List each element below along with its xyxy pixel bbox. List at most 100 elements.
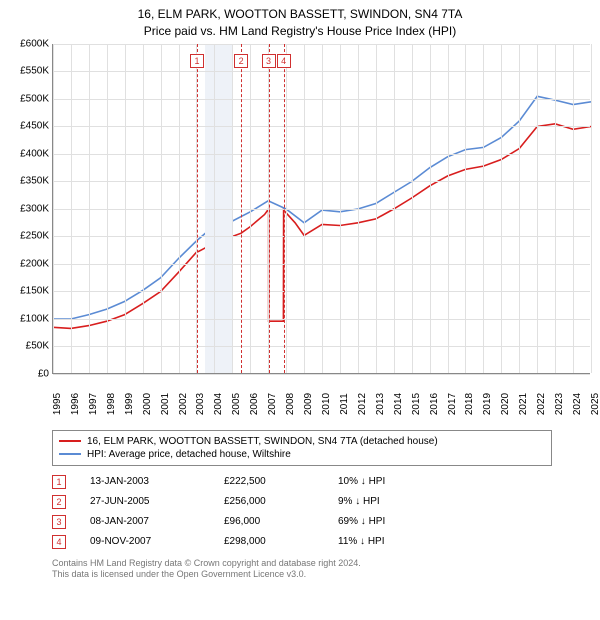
x-tick-label: 2023 [554,392,565,414]
chart-container: 16, ELM PARK, WOOTTON BASSETT, SWINDON, … [0,0,600,620]
sale-price: £222,500 [224,476,314,487]
chart-area: £0£50K£100K£150K£200K£250K£300K£350K£400… [10,44,590,402]
gridline-vertical [214,44,215,373]
sale-marker-box: 4 [277,54,291,68]
gridline-vertical [358,44,359,373]
sale-date: 27-JUN-2005 [90,496,200,507]
sale-price: £96,000 [224,516,314,527]
gridline-vertical [448,44,449,373]
gridline-vertical [483,44,484,373]
sale-diff: 9% ↓ HPI [338,496,448,507]
y-tick-label: £150K [20,286,49,297]
sale-date: 08-JAN-2007 [90,516,200,527]
x-tick-label: 2001 [160,392,171,414]
gridline-vertical [71,44,72,373]
x-tick-label: 1997 [88,392,99,414]
sale-index: 2 [52,495,66,509]
gridline-vertical [53,44,54,373]
gridline-vertical [107,44,108,373]
gridline-vertical [430,44,431,373]
sales-table: 113-JAN-2003£222,50010% ↓ HPI227-JUN-200… [52,472,552,552]
x-tick-label: 2019 [482,392,493,414]
sale-row: 3 08-JAN-2007 £96,000 69% ↓ HPI [52,512,552,532]
legend-label: HPI: Average price, detached house, Wilt… [87,449,291,460]
x-tick-label: 1995 [52,392,63,414]
x-tick-label: 2000 [142,392,153,414]
sale-row: 113-JAN-2003£222,50010% ↓ HPI [52,472,552,492]
gridline-vertical [573,44,574,373]
sale-diff: 69% ↓ HPI [338,516,448,527]
x-tick-label: 2020 [500,392,511,414]
x-tick-label: 2009 [303,392,314,414]
sale-marker-line [284,44,285,373]
x-tick-label: 2018 [464,392,475,414]
x-tick-label: 2016 [429,392,440,414]
x-tick-label: 2007 [267,392,278,414]
x-tick-label: 2011 [339,393,350,415]
x-tick-label: 2021 [518,392,529,414]
gridline-vertical [232,44,233,373]
x-tick-label: 2025 [590,392,600,414]
x-tick-label: 2015 [411,392,422,414]
x-tick-label: 1996 [70,392,81,414]
sale-marker-line [197,44,198,373]
x-tick-label: 1999 [124,392,135,414]
sale-marker-line [241,44,242,373]
gridline-vertical [340,44,341,373]
sale-index: 4 [52,535,66,549]
legend: 16, ELM PARK, WOOTTON BASSETT, SWINDON, … [52,430,552,466]
sale-diff: 10% ↓ HPI [338,476,448,487]
title-block: 16, ELM PARK, WOOTTON BASSETT, SWINDON, … [0,0,600,40]
x-tick-label: 2012 [357,392,368,414]
x-tick-label: 2003 [195,392,206,414]
sale-index: 3 [52,515,66,529]
y-tick-label: £550K [20,66,49,77]
y-tick-label: £50K [26,341,49,352]
sale-marker-line [269,44,270,373]
sale-price: £298,000 [224,536,314,547]
legend-item: 16, ELM PARK, WOOTTON BASSETT, SWINDON, … [59,435,545,448]
y-tick-label: £100K [20,313,49,324]
gridline-vertical [501,44,502,373]
gridline-vertical [465,44,466,373]
footer-line-1: Contains HM Land Registry data © Crown c… [52,558,590,570]
y-tick-label: £250K [20,231,49,242]
gridline-vertical [519,44,520,373]
gridline-vertical [376,44,377,373]
y-tick-label: £300K [20,203,49,214]
x-tick-label: 2005 [231,392,242,414]
sale-price: £256,000 [224,496,314,507]
title-subtitle: Price paid vs. HM Land Registry's House … [0,23,600,40]
gridline-vertical [143,44,144,373]
y-tick-label: £450K [20,121,49,132]
sale-marker-box: 1 [190,54,204,68]
x-tick-label: 1998 [106,392,117,414]
gridline-vertical [304,44,305,373]
title-address: 16, ELM PARK, WOOTTON BASSETT, SWINDON, … [0,6,600,23]
legend-item: HPI: Average price, detached house, Wilt… [59,448,545,461]
gridline-vertical [412,44,413,373]
gridline-vertical [537,44,538,373]
plot-region: £0£50K£100K£150K£200K£250K£300K£350K£400… [52,44,590,374]
gridline-vertical [161,44,162,373]
y-tick-label: £500K [20,93,49,104]
x-tick-label: 2014 [393,392,404,414]
sale-marker-box: 2 [234,54,248,68]
gridline-vertical [125,44,126,373]
gridline-vertical [322,44,323,373]
y-tick-label: £400K [20,148,49,159]
gridline-vertical [286,44,287,373]
y-tick-label: £200K [20,258,49,269]
sale-marker-box: 3 [262,54,276,68]
x-tick-label: 2010 [321,392,332,414]
x-tick-label: 2004 [213,392,224,414]
y-tick-label: £0 [38,368,49,379]
x-tick-label: 2008 [285,392,296,414]
x-tick-label: 2013 [375,392,386,414]
legend-label: 16, ELM PARK, WOOTTON BASSETT, SWINDON, … [87,436,438,447]
x-tick-label: 2002 [178,392,189,414]
legend-swatch [59,453,81,455]
sale-index: 1 [52,475,66,489]
gridline-vertical [555,44,556,373]
x-tick-label: 2024 [572,392,583,414]
